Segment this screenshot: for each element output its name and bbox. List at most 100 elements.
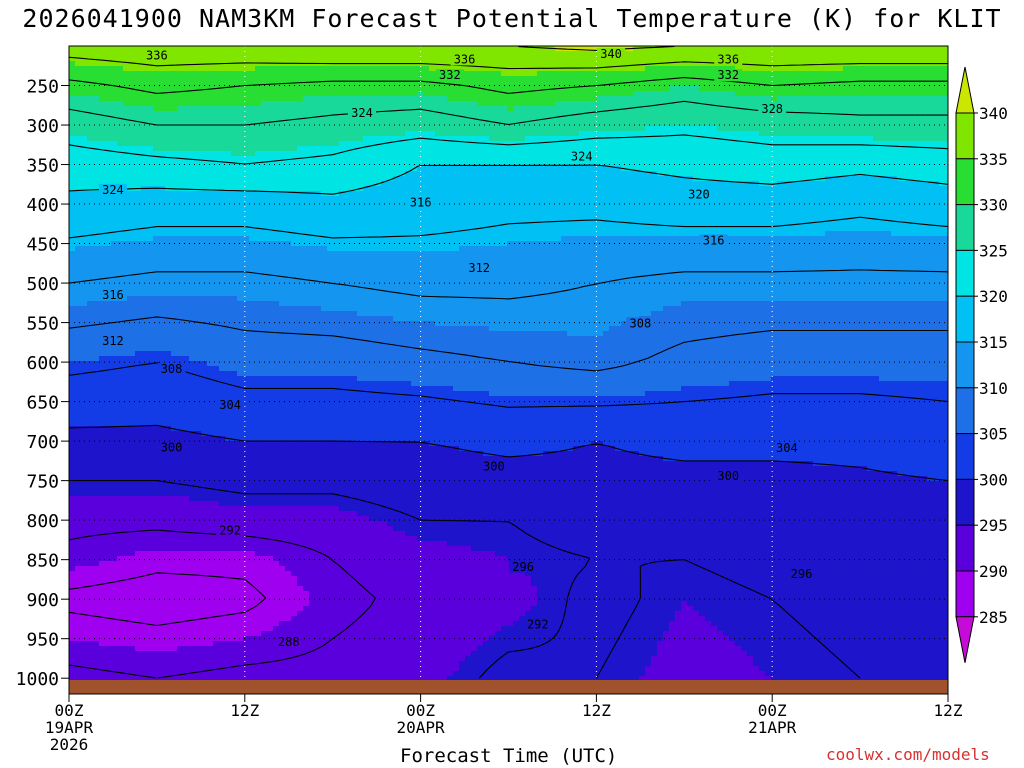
colorbar: 340 335 330 325 320 315 310 305 300 295 290 285 xyxy=(955,66,1008,663)
contour-label: 316 xyxy=(102,288,124,302)
contour-label: 288 xyxy=(278,635,300,649)
theta-fill-layer xyxy=(69,46,948,680)
colorbar-label: 320 xyxy=(979,287,1008,306)
source-credit: coolwx.com/models xyxy=(826,745,990,764)
contour-label-bg xyxy=(479,460,508,473)
y-tick-label: 500 xyxy=(26,274,59,295)
contour-label-bg xyxy=(758,103,787,116)
plot-frame xyxy=(68,45,949,695)
y-tick-label: 1000 xyxy=(16,669,59,690)
contour-label: 324 xyxy=(102,183,124,197)
contour-label-bg xyxy=(772,442,801,455)
contour-label: 340 xyxy=(600,47,622,61)
contour-label-bg xyxy=(157,441,186,454)
x-axis-label: Forecast Time (UTC) xyxy=(400,745,618,767)
colorbar-label: 305 xyxy=(979,425,1008,444)
colorbar-swatch xyxy=(955,249,975,297)
theta-contour-layer xyxy=(69,46,948,679)
contour-label-bg xyxy=(157,363,186,376)
contour-label: 296 xyxy=(791,567,813,581)
contour-label: 296 xyxy=(512,560,534,574)
contour-label-bg xyxy=(142,49,171,62)
y-tick-label: 250 xyxy=(26,77,59,98)
contour-label: 316 xyxy=(703,233,725,247)
contour-label-bg xyxy=(465,262,494,275)
grid-layer xyxy=(69,46,948,680)
contour-label: 292 xyxy=(527,617,549,631)
y-tick-label: 700 xyxy=(26,432,59,453)
contour-label: 328 xyxy=(761,102,783,116)
theta-contours xyxy=(69,46,948,679)
colorbar-bottom-arrow xyxy=(955,616,975,663)
contour-label-bg xyxy=(684,188,713,201)
colorbar-swatch xyxy=(955,387,975,435)
contour-label: 324 xyxy=(351,106,373,120)
colorbar-label: 325 xyxy=(979,241,1008,260)
contour-label-bg xyxy=(450,53,479,66)
contour-label-bg xyxy=(523,618,552,631)
contour-label: 336 xyxy=(146,48,168,62)
y-tick-label: 900 xyxy=(26,590,59,611)
y-tick-label: 300 xyxy=(26,116,59,137)
x-tick-label: 00Z xyxy=(758,701,787,720)
colorbar-label: 290 xyxy=(979,562,1008,581)
y-tick-label: 350 xyxy=(26,156,59,177)
colorbar-swatch xyxy=(955,341,975,389)
colorbar-swatch xyxy=(955,478,975,526)
colorbar-swatch xyxy=(955,158,975,206)
contour-label: 312 xyxy=(468,261,490,275)
colorbar-label: 340 xyxy=(979,104,1008,123)
contour-label-bg xyxy=(435,69,464,82)
x-tick-label: 12Z xyxy=(934,701,963,720)
colorbar-label: 300 xyxy=(979,470,1008,489)
x-tick-label: 12Z xyxy=(582,701,611,720)
contour-label-bg xyxy=(714,469,743,482)
contour-label: 300 xyxy=(717,469,739,483)
y-tick-label: 600 xyxy=(26,353,59,374)
contour-label-layer: 336 340 336 336 332 332 328 324 324 324 320 316 316 3… xyxy=(98,47,816,649)
x-tick-label: 00Z xyxy=(406,701,435,720)
y-tick-label: 850 xyxy=(26,551,59,572)
y-tick-label: 650 xyxy=(26,393,59,414)
axis-layer: 1000 950 900 850 800 750 700 650 600 550 500 450 400… xyxy=(16,77,963,754)
y-tick-label: 400 xyxy=(26,195,59,216)
colorbar-label: 335 xyxy=(979,150,1008,169)
contour-label-bg xyxy=(98,183,127,196)
contour-label: 336 xyxy=(454,52,476,66)
contour-label-bg xyxy=(699,234,728,247)
y-tick-label: 550 xyxy=(26,314,59,335)
colorbar-swatch xyxy=(955,204,975,251)
y-tick-label: 750 xyxy=(26,472,59,493)
ground-bar xyxy=(69,680,948,694)
colorbar-label: 310 xyxy=(979,379,1008,398)
x-tick-label: 00Z xyxy=(55,701,84,720)
contour-label-bg xyxy=(98,288,127,301)
contour-label: 320 xyxy=(688,188,710,202)
contour-label: 324 xyxy=(571,150,593,164)
x-tick-label: 21APR xyxy=(748,718,797,737)
colorbar-label: 315 xyxy=(979,333,1008,352)
contour-label-bg xyxy=(216,398,245,411)
colorbar-top-arrow xyxy=(955,66,975,114)
colorbar-label: 295 xyxy=(979,516,1008,535)
contour-label-bg xyxy=(216,524,245,537)
colorbar-swatch xyxy=(955,295,975,343)
contour-label: 300 xyxy=(483,459,505,473)
contour-label-bg xyxy=(787,567,816,580)
contour-label: 304 xyxy=(219,398,241,412)
contour-label: 316 xyxy=(410,195,432,209)
colorbar-swatch xyxy=(955,524,975,572)
y-tick-label: 800 xyxy=(26,511,59,532)
y-tick-label: 950 xyxy=(26,630,59,651)
contour-label: 332 xyxy=(717,68,739,82)
contour-label: 304 xyxy=(776,441,798,455)
colorbar-swatch xyxy=(955,112,975,160)
contour-label: 312 xyxy=(102,334,124,348)
contour-label-bg xyxy=(348,107,376,120)
contour-label-bg xyxy=(714,69,743,82)
colorbar-label: 285 xyxy=(979,608,1008,627)
contour-label-bg xyxy=(567,150,596,163)
contour-label-bg xyxy=(626,317,655,330)
x-tick-label: 19APR xyxy=(45,718,94,737)
